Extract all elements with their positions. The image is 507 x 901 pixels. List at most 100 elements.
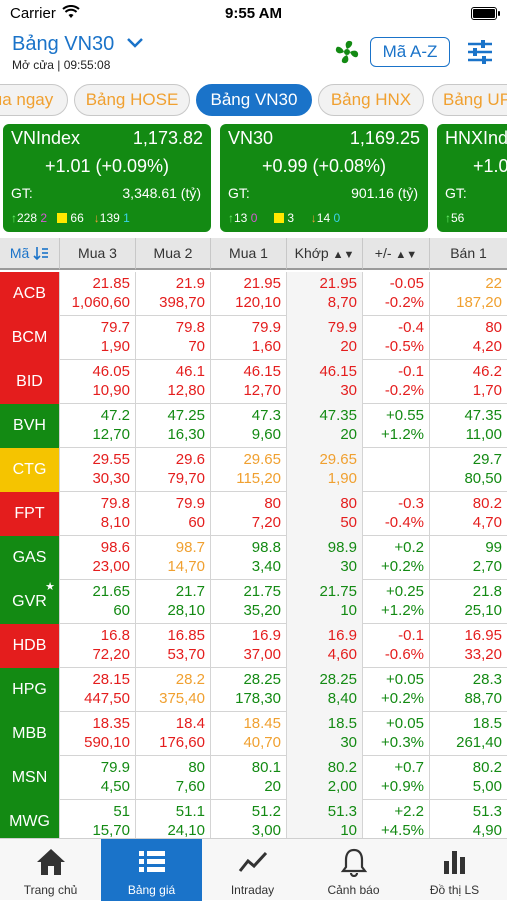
- clock: 9:55 AM: [225, 5, 282, 22]
- symbol-cell[interactable]: BID: [0, 360, 60, 404]
- index-card-vn30[interactable]: VN30 1,169.25 +0.99 (+0.08%) GT: 901.16 …: [220, 124, 428, 232]
- bid1-cell: 16.9 37,00: [211, 624, 287, 668]
- symbol-cell[interactable]: FPT: [0, 492, 60, 536]
- change-cell: +0.25 +1.2%: [363, 580, 430, 624]
- nav-home[interactable]: Trang chủ: [0, 839, 101, 901]
- change-percent: -0.5%: [384, 338, 424, 355]
- match-cell: 29.65 1,90: [287, 448, 363, 492]
- col-symbol-header[interactable]: Mã: [0, 238, 60, 270]
- tab-up[interactable]: Bảng UP: [432, 84, 507, 116]
- index-card-vnindex[interactable]: VNIndex 1,173.82 +1.01 (+0.09%) GT: 3,34…: [3, 124, 211, 232]
- sort-icon[interactable]: [33, 245, 49, 261]
- volume-value: 1,70: [472, 382, 502, 399]
- list-icon: [139, 851, 165, 872]
- table-row[interactable]: GAS 98.6 23,00 98.7 14,70 98.8 3,40 98.9 30 +0.2 +…: [0, 536, 507, 580]
- nav-alerts[interactable]: Cảnh báo: [303, 839, 404, 901]
- col-bid2-header[interactable]: Mua 2: [136, 238, 211, 270]
- price-value: 21.95: [319, 275, 357, 292]
- tab-vn30[interactable]: Bảng VN30: [196, 84, 312, 116]
- table-row[interactable]: GVR ★ 21.65 60 21.7 28,10 21.75 35,20 21.75 10 +0.…: [0, 580, 507, 624]
- symbol-cell[interactable]: HDB: [0, 624, 60, 668]
- price-value: 98.8: [251, 539, 281, 556]
- table-row[interactable]: BID 46.05 10,90 46.1 12,80 46.15 12,70 46.15 30-…: [0, 360, 507, 404]
- tab-hose[interactable]: Bảng HOSE: [74, 84, 190, 116]
- table-row[interactable]: HDB 16.8 72,20 16.85 53,70 16.9 37,00 16.9 4,60-…: [0, 624, 507, 668]
- board-tabs: ua ngay Bảng HOSE Bảng VN30 Bảng HNX Bản…: [0, 82, 507, 118]
- change-value: -0.1: [398, 363, 424, 380]
- tab-ua-ngay[interactable]: ua ngay: [0, 84, 68, 116]
- fan-icon[interactable]: [333, 38, 361, 66]
- bid1-cell: 47.3 9,60: [211, 404, 287, 448]
- match-cell: 47.35 20: [287, 404, 363, 448]
- volume-value: 10,90: [92, 382, 130, 399]
- table-row[interactable]: MBB 18.35 590,10 18.4 176,60 18.45 40,70 18.5 30…: [0, 712, 507, 756]
- nav-intraday[interactable]: Intraday: [202, 839, 303, 901]
- volume-value: 3,00: [251, 822, 281, 838]
- symbol-cell[interactable]: CTG: [0, 448, 60, 492]
- table-row[interactable]: MWG 51 15,70 51.1 24,10 51.2 3,00 51.3 10 +2.2 +4.…: [0, 800, 507, 838]
- index-name: HNXInd: [445, 128, 507, 148]
- price-value: 79.7: [100, 319, 130, 336]
- index-breadth: ↑56: [445, 211, 464, 225]
- volume-value: 12,70: [243, 382, 281, 399]
- volume-value: 115,20: [236, 470, 281, 487]
- price-value: 21.75: [319, 583, 357, 600]
- volume-value: 30: [340, 558, 357, 575]
- volume-value: 10: [340, 602, 357, 619]
- index-card-hnxindex[interactable]: HNXInd +1.0 GT: ↑56: [437, 124, 507, 232]
- chevron-down-icon[interactable]: [126, 36, 144, 50]
- match-cell: 98.9 30: [287, 536, 363, 580]
- nav-label: Trang chủ: [23, 883, 78, 897]
- nav-history-chart[interactable]: Đồ thị LS: [404, 839, 507, 901]
- col-change-header[interactable]: +/- ▲▼: [363, 238, 430, 270]
- index-name: VN30: [228, 128, 274, 148]
- symbol-cell[interactable]: BCM: [0, 316, 60, 360]
- symbol-cell[interactable]: GVR ★: [0, 580, 60, 624]
- symbol-cell[interactable]: MBB: [0, 712, 60, 756]
- symbol-cell[interactable]: ACB: [0, 272, 60, 316]
- count-ref: 3: [287, 211, 295, 225]
- volume-value: 4,20: [472, 338, 502, 355]
- col-change-label: +/-: [374, 245, 392, 261]
- bid2-cell: 51.1 24,10: [136, 800, 211, 838]
- sort-updown-icon[interactable]: ▲▼: [332, 249, 355, 261]
- price-value: 21.9: [175, 275, 205, 292]
- volume-value: 12,70: [92, 426, 130, 443]
- count-up: 56: [451, 211, 465, 225]
- price-value: 79.9: [175, 495, 205, 512]
- symbol-cell[interactable]: MWG: [0, 800, 60, 838]
- price-value: 51.2: [251, 803, 281, 820]
- table-row[interactable]: MSN 79.9 4,50 80 7,60 80.1 20 80.2 2,00 +0.7 +0.9%…: [0, 756, 507, 800]
- col-match-header[interactable]: Khớp ▲▼: [287, 238, 363, 270]
- table-row[interactable]: FPT 79.8 8,10 79.9 60 80 7,20 80 50 -0.3 -0.4% 80.2…: [0, 492, 507, 536]
- match-cell: 21.95 8,70: [287, 272, 363, 316]
- price-value: 47.2: [100, 407, 130, 424]
- symbol-cell[interactable]: MSN: [0, 756, 60, 800]
- match-cell: 18.5 30: [287, 712, 363, 756]
- table-row[interactable]: BCM 79.7 1,90 79.8 70 79.9 1,60 79.9 20 -0.4 -0.5%…: [0, 316, 507, 360]
- symbol-cell[interactable]: HPG: [0, 668, 60, 712]
- sort-button[interactable]: Mã A-Z: [370, 37, 450, 67]
- table-row[interactable]: CTG 29.55 30,30 29.6 79,70 29.65 115,20 29.65 1,…: [0, 448, 507, 492]
- index-gt-value: 901.16 (tỷ): [351, 185, 418, 201]
- nav-price-board[interactable]: Bảng giá: [101, 839, 202, 901]
- index-value: 1,173.82: [132, 128, 203, 148]
- symbol-cell[interactable]: GAS: [0, 536, 60, 580]
- tab-hnx[interactable]: Bảng HNX: [318, 84, 424, 116]
- price-value: 80.2: [472, 495, 502, 512]
- table-row[interactable]: ACB 21.85 1,060,60 21.9 398,70 21.95 120,10 21.…: [0, 272, 507, 316]
- board-title[interactable]: Bảng VN30: [12, 33, 115, 55]
- col-ask1-header[interactable]: Bán 1: [430, 238, 507, 270]
- bid1-cell: 79.9 1,60: [211, 316, 287, 360]
- sort-updown-icon[interactable]: ▲▼: [395, 249, 418, 261]
- volume-value: 14,70: [167, 558, 205, 575]
- col-bid1-header[interactable]: Mua 1: [211, 238, 287, 270]
- filter-icon[interactable]: [466, 39, 494, 65]
- volume-value: 11,00: [465, 426, 502, 443]
- table-row[interactable]: HPG 28.15 447,50 28.2 375,40 28.25 178,30 28.25…: [0, 668, 507, 712]
- count-ceiling: 2: [40, 211, 48, 225]
- symbol-label: BVH: [13, 417, 46, 434]
- col-bid3-header[interactable]: Mua 3: [60, 238, 136, 270]
- symbol-cell[interactable]: BVH: [0, 404, 60, 448]
- table-row[interactable]: BVH 47.2 12,70 47.25 16,30 47.3 9,60 47.35 20 +0.…: [0, 404, 507, 448]
